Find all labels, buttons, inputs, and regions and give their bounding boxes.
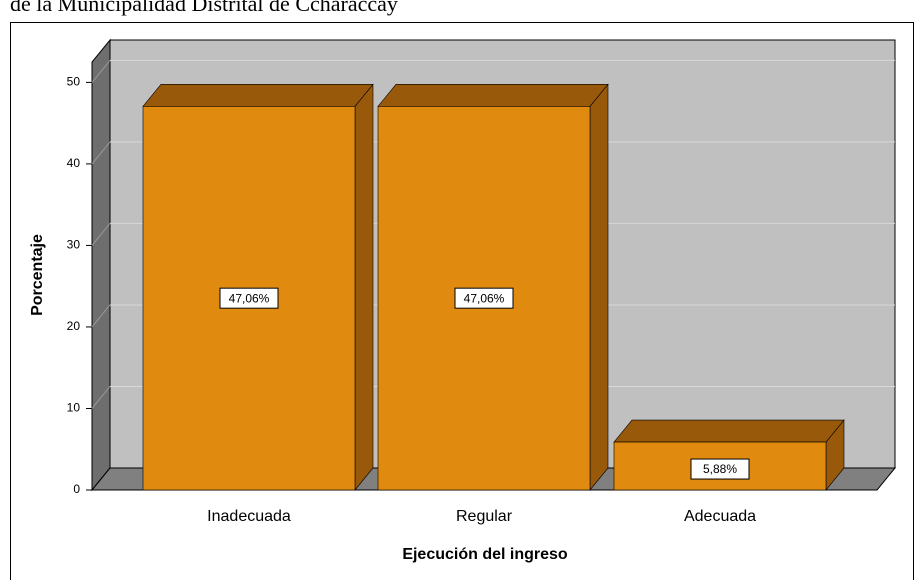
data-label: 5,88%	[703, 462, 737, 476]
x-tick-label: Regular	[456, 508, 513, 525]
bar-top	[377, 84, 609, 107]
data-label-box	[219, 287, 279, 309]
chart-title: de la Municipalidad Distrital de Ccharac…	[10, 0, 398, 16]
grid-line	[91, 223, 111, 246]
y-tick-label: 0	[73, 482, 80, 496]
x-tick-label: Inadecuada	[207, 508, 291, 525]
data-label-box	[454, 287, 514, 309]
x-axis-title: Ejecución del ingreso	[402, 546, 568, 563]
bar	[142, 83, 374, 491]
grid-line	[91, 141, 111, 165]
x-tick-label: Adecuada	[684, 508, 756, 525]
y-tick-label: 10	[67, 401, 81, 415]
bars: 47,06% Inadecuada 47,06% Regular 5,88% Adecua…	[142, 83, 845, 525]
grid-line	[91, 386, 111, 409]
y-tick-label: 50	[67, 75, 81, 89]
bar-top	[613, 419, 845, 443]
grid-line	[91, 304, 111, 328]
y-tick-label: 40	[67, 156, 81, 170]
y-axis-title: Porcentaje	[29, 234, 46, 316]
bar-top	[142, 84, 374, 107]
left-wall	[91, 38, 111, 492]
data-label: 47,06%	[464, 291, 505, 305]
bar-side	[589, 83, 609, 491]
data-label-box	[690, 458, 750, 480]
bar	[377, 83, 609, 491]
bar-side	[354, 83, 374, 491]
grid-line	[91, 60, 111, 83]
y-tick-label: 20	[67, 319, 81, 333]
data-label: 47,06%	[229, 291, 270, 305]
y-tick-label: 30	[67, 238, 81, 252]
